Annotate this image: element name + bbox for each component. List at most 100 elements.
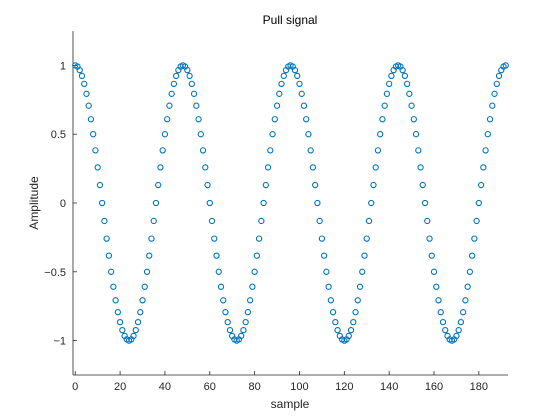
data-point <box>408 102 415 109</box>
data-point <box>195 116 202 123</box>
data-point <box>323 268 330 275</box>
data-point <box>211 235 218 242</box>
data-point <box>417 164 424 171</box>
data-point <box>374 147 382 154</box>
data-point <box>141 283 148 290</box>
data-point <box>491 90 498 97</box>
data-point <box>325 283 332 290</box>
data-point <box>471 235 478 242</box>
data-point <box>159 147 166 154</box>
data-point <box>455 326 462 334</box>
data-point <box>260 199 267 207</box>
data-point <box>462 297 469 304</box>
data-point <box>202 164 209 171</box>
data-point <box>354 297 361 304</box>
data-point <box>143 268 151 275</box>
data-point <box>482 147 489 154</box>
data-point <box>437 309 444 316</box>
data-point <box>90 131 97 138</box>
data-point <box>276 90 283 97</box>
data-point <box>347 326 355 334</box>
data-point <box>305 131 312 138</box>
data-point <box>134 319 142 326</box>
data-point <box>415 147 422 154</box>
data-point <box>345 332 352 340</box>
data-point <box>264 164 272 171</box>
data-point <box>410 116 417 123</box>
data-point <box>226 326 234 334</box>
data-point <box>314 199 321 207</box>
data-point <box>368 199 375 207</box>
data-point <box>327 297 335 304</box>
data-point <box>412 131 420 138</box>
x-axis-label: sample <box>271 397 310 411</box>
data-point <box>164 116 171 123</box>
data-point <box>383 90 391 97</box>
x-tick-label: 140 <box>380 381 398 393</box>
data-point <box>197 131 204 138</box>
data-point <box>258 217 265 225</box>
data-point <box>316 217 323 225</box>
data-point <box>116 319 124 326</box>
data-point <box>291 66 299 74</box>
data-point <box>442 326 449 334</box>
data-point <box>352 309 359 316</box>
data-point <box>457 319 465 326</box>
data-point <box>146 252 153 259</box>
data-point <box>249 283 256 290</box>
data-point <box>103 235 110 242</box>
data-point <box>361 252 368 259</box>
data-point <box>370 181 377 189</box>
data-point <box>464 283 471 290</box>
data-point <box>244 309 252 316</box>
data-point <box>114 309 121 316</box>
data-point <box>430 268 438 275</box>
data-point <box>217 283 225 290</box>
data-point <box>502 62 509 69</box>
data-point <box>296 80 303 87</box>
y-tick-label: 0 <box>60 198 66 210</box>
data-point <box>334 326 341 334</box>
x-tick-label: 180 <box>470 381 488 393</box>
data-point <box>480 164 487 171</box>
data-point <box>85 102 92 109</box>
x-tick-label: 40 <box>159 381 171 393</box>
data-point <box>188 80 195 87</box>
data-point <box>193 102 200 109</box>
data-point <box>332 319 339 326</box>
data-point <box>278 80 285 87</box>
chart-title: Pull signal <box>263 13 318 27</box>
data-point <box>238 332 245 340</box>
data-point <box>99 199 106 207</box>
data-point <box>204 181 211 189</box>
data-point <box>439 319 447 326</box>
data-point <box>468 252 476 259</box>
data-point <box>96 181 104 189</box>
x-tick-label: 60 <box>204 381 216 393</box>
data-point <box>105 252 113 259</box>
data-point <box>300 102 308 109</box>
data-point <box>87 116 95 123</box>
data-point <box>493 80 500 87</box>
data-point <box>107 268 115 275</box>
data-point <box>170 80 178 87</box>
data-point <box>132 326 139 334</box>
data-point <box>381 102 388 109</box>
data-point <box>401 72 409 80</box>
data-point <box>110 283 117 290</box>
x-tick-label: 80 <box>248 381 260 393</box>
y-tick-label: −0.5 <box>44 267 66 279</box>
data-point <box>363 235 370 242</box>
data-point <box>329 309 337 316</box>
data-point <box>453 332 460 340</box>
data-point <box>246 297 254 304</box>
data-point <box>459 309 467 316</box>
data-point <box>155 181 162 189</box>
data-point <box>312 181 319 189</box>
data-point <box>435 297 442 304</box>
data-point <box>433 283 440 290</box>
data-point <box>224 319 231 326</box>
data-point <box>168 90 175 97</box>
